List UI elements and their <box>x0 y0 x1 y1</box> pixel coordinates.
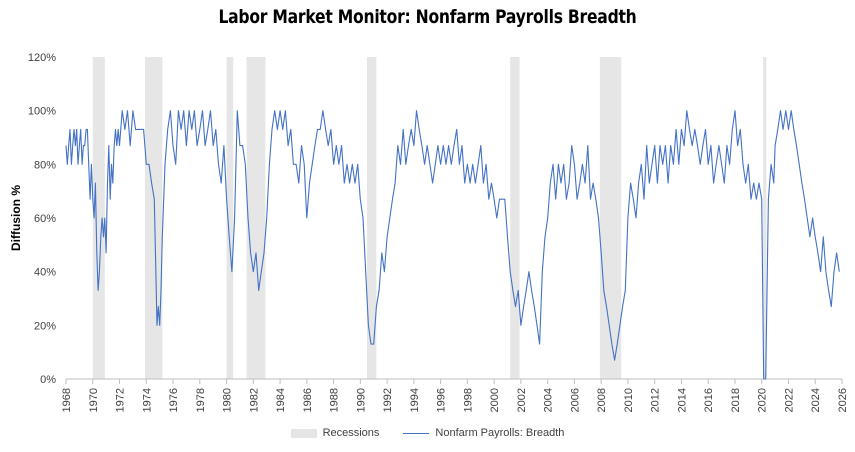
x-tick-label: 2004 <box>543 388 555 412</box>
x-tick-label: 2010 <box>623 388 635 412</box>
y-tick-label: 100% <box>28 106 56 118</box>
x-tick-label: 2022 <box>783 388 795 412</box>
legend-label-recessions: Recessions <box>322 427 380 439</box>
recession-band-4 <box>367 57 377 379</box>
x-tick-label: 1986 <box>302 388 314 412</box>
y-tick-label: 40% <box>34 267 56 279</box>
legend: Recessions Nonfarm Payrolls: Breadth <box>0 427 855 439</box>
recession-bands <box>92 57 767 379</box>
x-tick-label: 1980 <box>222 388 234 412</box>
x-tick-label: 2018 <box>730 388 742 412</box>
y-axis-label: Diffusion % <box>9 185 23 251</box>
x-tick-label: 1976 <box>168 388 180 412</box>
recession-band-5 <box>510 57 520 379</box>
y-tick-label: 20% <box>34 320 56 332</box>
recession-band-3 <box>246 57 266 379</box>
x-tick-label: 2012 <box>650 388 662 412</box>
x-tick-label: 2026 <box>837 388 849 412</box>
legend-item-breadth: Nonfarm Payrolls: Breadth <box>403 427 564 439</box>
x-tick-label: 2002 <box>516 388 528 412</box>
x-tick-label: 1996 <box>436 388 448 412</box>
y-tick-label: 0% <box>40 374 56 386</box>
y-tick-label: 60% <box>34 213 56 225</box>
x-tick-label: 1984 <box>275 388 287 412</box>
series-layer <box>65 110 840 380</box>
legend-label-breadth: Nonfarm Payrolls: Breadth <box>435 427 565 439</box>
y-tick-label: 80% <box>34 159 56 171</box>
x-tick-label: 1988 <box>329 388 341 412</box>
x-tick-label: 2014 <box>676 388 688 412</box>
x-tick-label: 2008 <box>596 388 608 412</box>
x-tick-label: 2000 <box>489 388 501 412</box>
axes: 0% 20% 40% 60% 80% 100% 120% 1968 1970 1972 1974 19… <box>28 52 849 412</box>
series-line-breadth <box>65 110 840 380</box>
x-tick-label: 1990 <box>355 388 367 412</box>
x-tick-label: 1974 <box>141 388 153 412</box>
recession-band-6 <box>599 57 622 379</box>
x-tick-label: 2020 <box>757 388 769 412</box>
recession-band-1 <box>144 57 163 379</box>
recession-band-7 <box>763 57 767 379</box>
x-tick-label: 2024 <box>810 388 822 412</box>
recession-band-2 <box>226 57 234 379</box>
x-tick-label: 1968 <box>61 388 73 412</box>
x-tick-label: 2006 <box>569 388 581 412</box>
x-tick-label: 1978 <box>195 388 207 412</box>
chart-title: Labor Market Monitor: Nonfarm Payrolls B… <box>218 6 637 28</box>
x-tick-label: 1972 <box>115 388 127 412</box>
recession-band-0 <box>92 57 105 379</box>
x-tick-label: 1992 <box>382 388 394 412</box>
legend-item-recessions: Recessions <box>290 427 380 439</box>
x-tick-label: 2016 <box>703 388 715 412</box>
x-tick-label: 1982 <box>248 388 260 412</box>
x-tick-label: 1998 <box>462 388 474 412</box>
x-tick-label: 1970 <box>88 388 100 412</box>
x-tick-label: 1994 <box>409 388 421 412</box>
recession-swatch <box>290 428 317 438</box>
y-tick-label: 120% <box>28 52 56 64</box>
line-swatch <box>403 432 430 434</box>
